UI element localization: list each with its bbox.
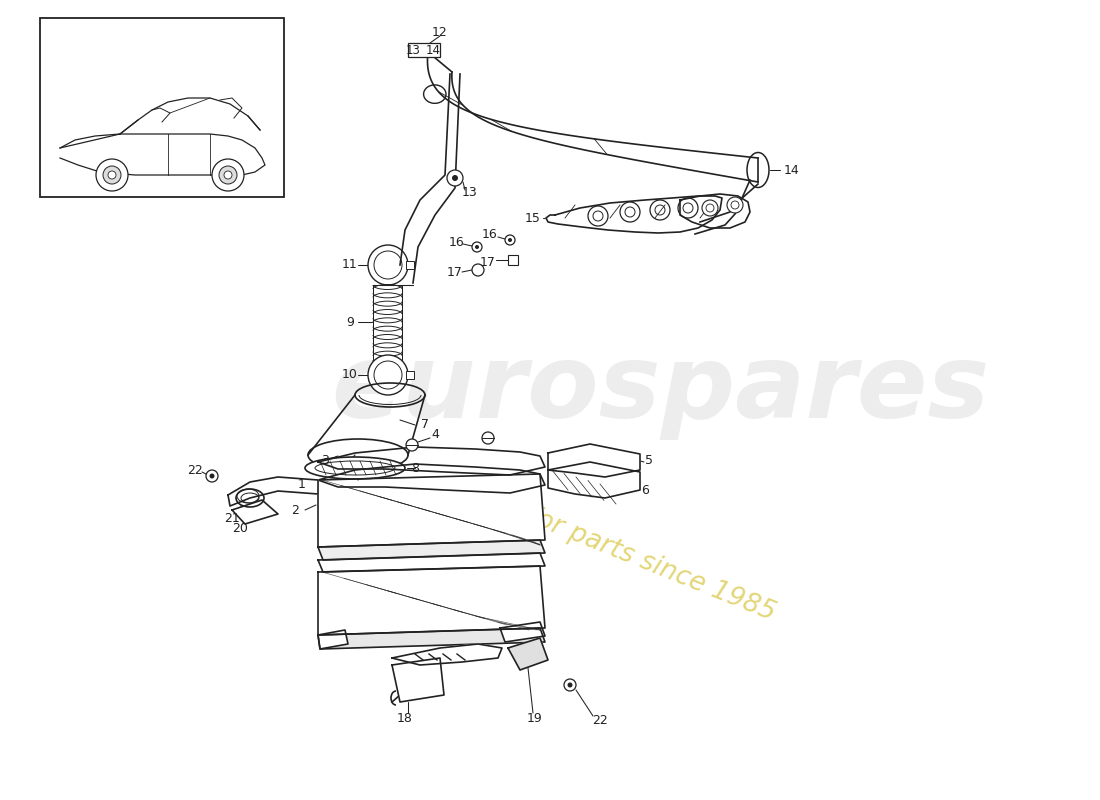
Circle shape [447,170,463,186]
Circle shape [568,682,572,687]
Circle shape [564,679,576,691]
Polygon shape [318,447,544,475]
Circle shape [452,175,458,181]
Text: 5: 5 [645,454,653,466]
Ellipse shape [236,489,264,507]
Circle shape [727,197,742,213]
Text: eurospares: eurospares [331,339,989,441]
Polygon shape [548,444,640,477]
Circle shape [209,474,214,478]
FancyBboxPatch shape [406,371,414,379]
Circle shape [482,432,494,444]
Text: 16: 16 [482,229,498,242]
Circle shape [96,159,128,191]
Text: 14: 14 [426,43,440,57]
Circle shape [588,206,608,226]
Text: 10: 10 [342,369,358,382]
FancyBboxPatch shape [408,43,440,57]
Polygon shape [318,628,544,649]
Circle shape [505,235,515,245]
Polygon shape [680,194,750,228]
Circle shape [702,200,718,216]
Text: 11: 11 [342,258,358,271]
Polygon shape [318,630,348,649]
Polygon shape [228,477,318,506]
Text: 16: 16 [449,235,465,249]
Text: 17: 17 [447,266,463,278]
Polygon shape [318,553,544,572]
FancyBboxPatch shape [406,261,414,269]
Text: 14: 14 [784,163,800,177]
Text: 6: 6 [641,483,649,497]
Polygon shape [392,644,502,665]
Polygon shape [508,638,548,670]
Text: 2: 2 [292,503,299,517]
Text: 20: 20 [232,522,248,534]
Text: 18: 18 [397,711,412,725]
Circle shape [224,171,232,179]
Circle shape [108,171,115,179]
Circle shape [406,439,418,451]
Circle shape [103,166,121,184]
Text: 12: 12 [432,26,448,38]
Text: 3: 3 [321,454,329,466]
Polygon shape [318,566,544,635]
FancyBboxPatch shape [508,255,518,265]
Polygon shape [318,474,544,547]
Circle shape [206,470,218,482]
Text: 22: 22 [592,714,608,726]
Polygon shape [428,52,758,182]
Text: 17: 17 [480,255,496,269]
Text: 8: 8 [411,462,419,474]
Circle shape [508,238,512,242]
Circle shape [472,242,482,252]
Circle shape [212,159,244,191]
Circle shape [472,264,484,276]
Text: 1: 1 [298,478,306,490]
Text: 13: 13 [406,43,420,57]
Text: 13: 13 [462,186,477,198]
Ellipse shape [305,457,405,479]
Circle shape [368,245,408,285]
Polygon shape [232,500,278,524]
Circle shape [368,355,408,395]
Text: 19: 19 [527,711,543,725]
Text: 4: 4 [431,429,439,442]
Text: 15: 15 [525,211,541,225]
Text: 9: 9 [346,315,354,329]
Text: 7: 7 [421,418,429,431]
Polygon shape [318,464,544,493]
Polygon shape [392,658,444,702]
Circle shape [475,245,478,249]
Text: 22: 22 [187,463,202,477]
Circle shape [219,166,236,184]
FancyBboxPatch shape [40,18,284,197]
Circle shape [650,200,670,220]
Polygon shape [500,622,544,642]
Polygon shape [548,462,640,498]
Circle shape [620,202,640,222]
Polygon shape [318,540,544,560]
Text: 21: 21 [224,511,240,525]
Text: a passion for parts since 1985: a passion for parts since 1985 [400,454,780,626]
Circle shape [678,198,698,218]
Polygon shape [546,196,722,233]
